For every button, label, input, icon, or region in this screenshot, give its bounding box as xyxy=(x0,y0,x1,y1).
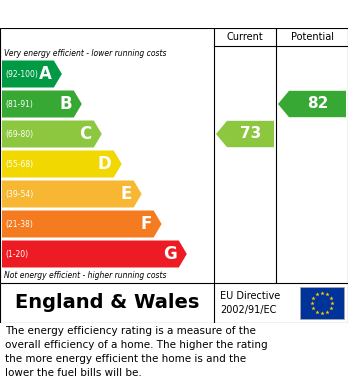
Text: (69-80): (69-80) xyxy=(5,129,33,138)
Text: D: D xyxy=(98,155,112,173)
Text: EU Directive
2002/91/EC: EU Directive 2002/91/EC xyxy=(220,291,280,315)
Text: (39-54): (39-54) xyxy=(5,190,33,199)
Text: (21-38): (21-38) xyxy=(5,219,33,228)
Polygon shape xyxy=(2,61,62,88)
Polygon shape xyxy=(216,121,274,147)
Text: (81-91): (81-91) xyxy=(5,99,33,108)
Text: 82: 82 xyxy=(307,97,328,111)
Polygon shape xyxy=(278,91,346,117)
Text: F: F xyxy=(140,215,152,233)
Text: The energy efficiency rating is a measure of the
overall efficiency of a home. T: The energy efficiency rating is a measur… xyxy=(5,326,268,378)
Polygon shape xyxy=(2,210,161,237)
Bar xyxy=(300,287,344,319)
Text: C: C xyxy=(79,125,92,143)
Polygon shape xyxy=(2,240,187,267)
Text: 73: 73 xyxy=(240,127,261,142)
Text: Not energy efficient - higher running costs: Not energy efficient - higher running co… xyxy=(4,271,166,280)
Text: E: E xyxy=(120,185,132,203)
Text: Energy Efficiency Rating: Energy Efficiency Rating xyxy=(63,7,285,22)
Text: England & Wales: England & Wales xyxy=(15,294,199,312)
Polygon shape xyxy=(2,181,142,208)
Polygon shape xyxy=(2,151,122,178)
Text: Very energy efficient - lower running costs: Very energy efficient - lower running co… xyxy=(4,49,166,58)
Text: B: B xyxy=(59,95,72,113)
Text: G: G xyxy=(163,245,177,263)
Polygon shape xyxy=(2,90,82,118)
Text: A: A xyxy=(39,65,52,83)
Text: Current: Current xyxy=(227,32,263,42)
Text: Potential: Potential xyxy=(291,32,333,42)
Text: (92-100): (92-100) xyxy=(5,70,38,79)
Text: (55-68): (55-68) xyxy=(5,160,33,169)
Polygon shape xyxy=(2,120,102,147)
Text: (1-20): (1-20) xyxy=(5,249,28,258)
